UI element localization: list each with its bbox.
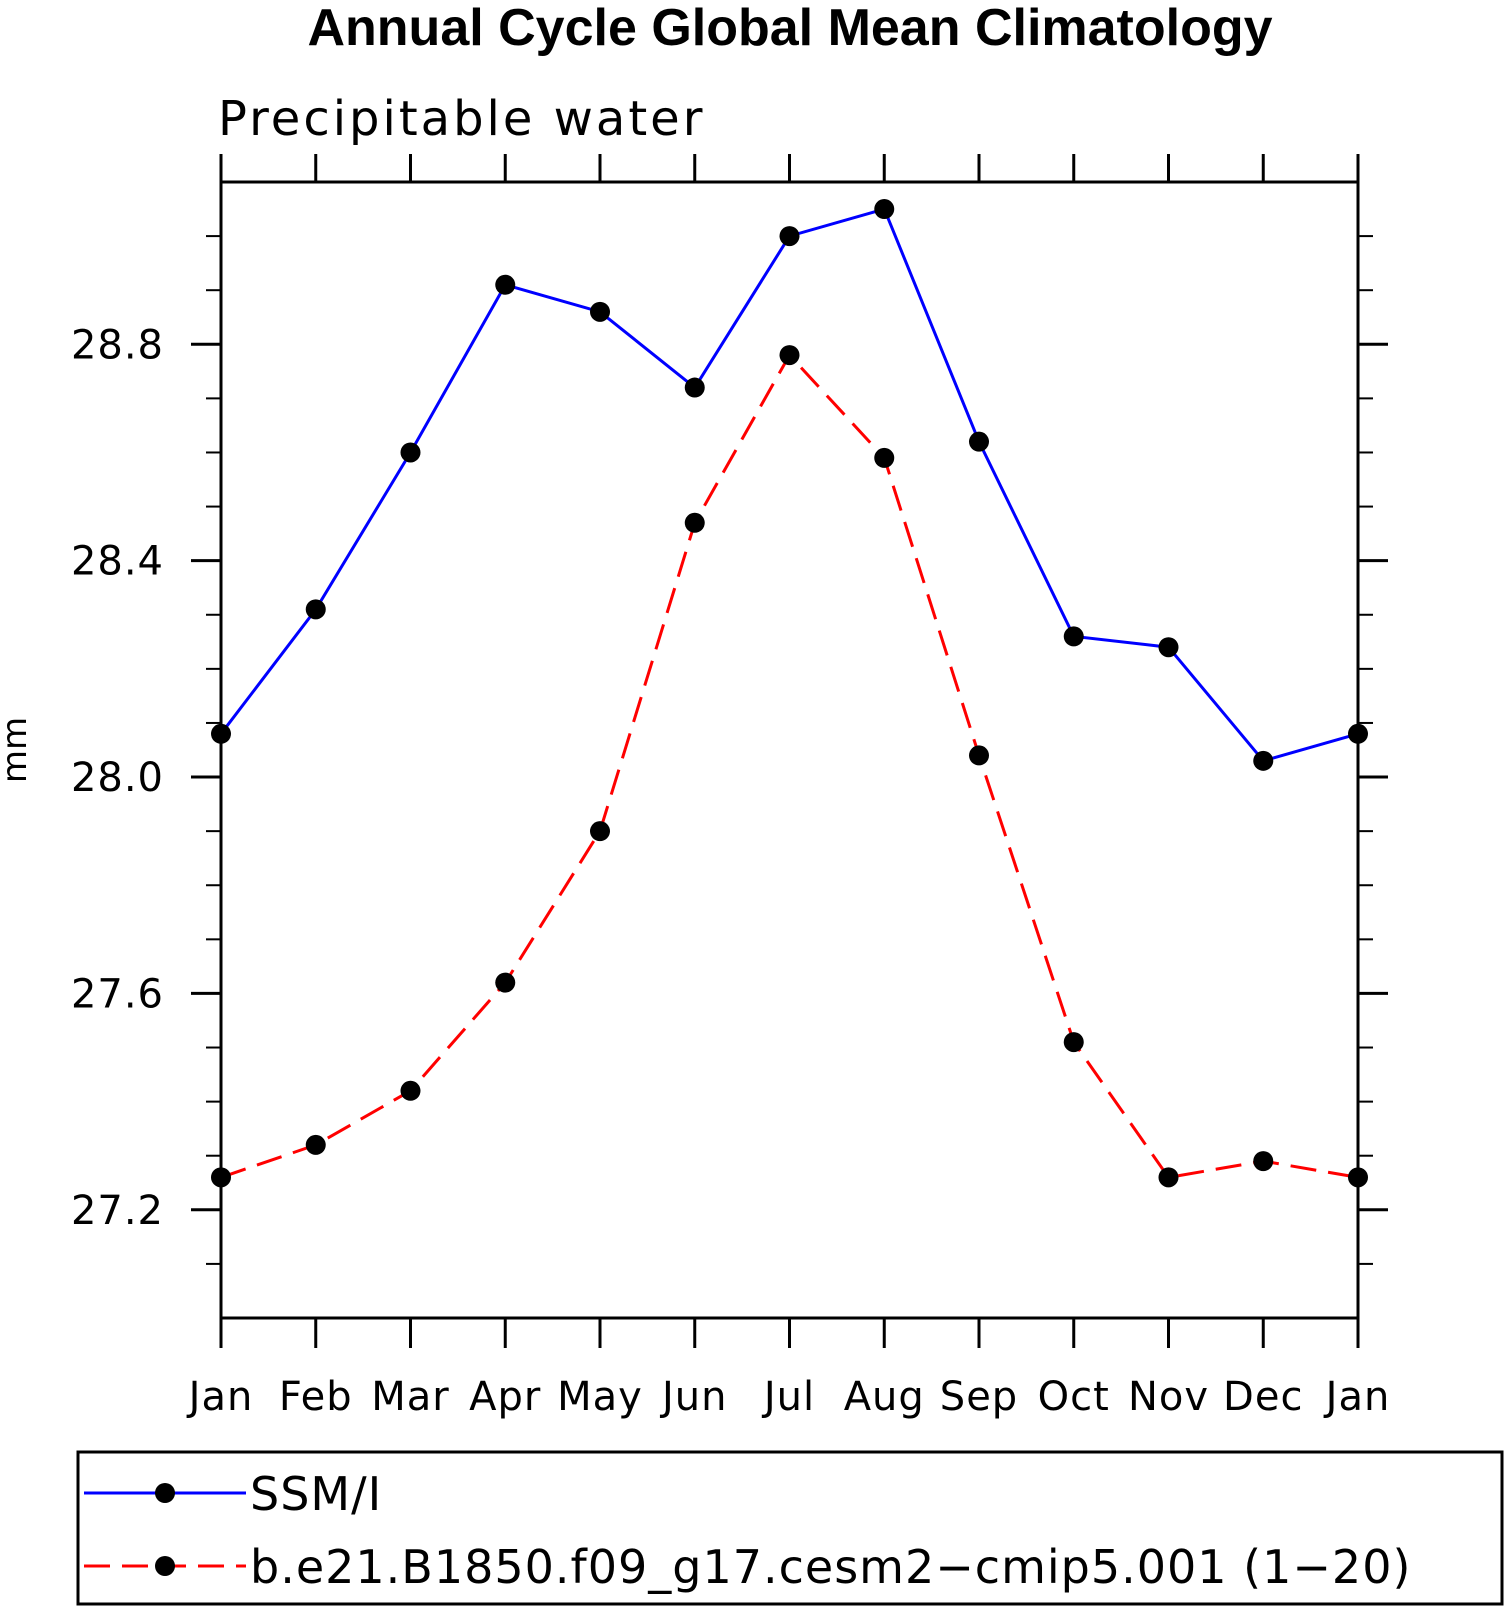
series-layer [211,199,1368,1188]
legend-box [76,1450,1504,1606]
y-tick-labels: 27.2 27.6 28.0 28.4 28.8 [71,322,164,1234]
series-0-point [495,274,516,295]
legend-entry-cesm2: b.e21.B1850.f09_g17.cesm2−cmip5.001 (1−2… [84,1540,1411,1594]
y-axis-label: mm [0,717,35,783]
series-1-point [590,821,610,842]
x-tick-label: Oct [1038,1374,1110,1420]
x-tick-label: Jun [659,1374,728,1420]
legend-marker-ssmi [155,1483,175,1503]
series-0-point [1253,750,1274,771]
legend-label-cesm2: b.e21.B1850.f09_g17.cesm2−cmip5.001 (1−2… [250,1540,1411,1594]
series-1-point [495,972,516,993]
x-tick-label: Jul [761,1374,815,1420]
series-1-point [1348,1167,1368,1188]
legend-entry-ssmi: SSM/I [84,1467,382,1521]
series-1-point [1063,1032,1084,1053]
x-tick-label: Feb [279,1374,353,1420]
x-tick-label: Mar [371,1374,449,1420]
chart-title: Annual Cycle Global Mean Climatology [307,0,1272,57]
y-tick-label: 28.0 [71,755,164,801]
series-0-point [874,199,895,220]
x-tick-label: Nov [1128,1374,1209,1420]
series-0-point [779,226,800,247]
series-0-point [1063,626,1084,647]
series-1-point [779,345,800,366]
x-tick-label: May [557,1374,643,1420]
axis-ticks [191,154,1388,1348]
series-0-point [684,377,705,398]
series-0-point [211,723,231,744]
series-1-point [305,1134,326,1155]
series-line-0 [219,207,1359,763]
legend-label-ssmi: SSM/I [250,1467,382,1521]
x-tick-label: Sep [940,1374,1018,1420]
series-1-point [874,447,895,468]
series-1-point [969,745,989,766]
x-tick-label: Dec [1223,1374,1303,1420]
series-0-point [1158,637,1179,658]
series-0-point [590,301,610,322]
series-1-point [1158,1167,1179,1188]
chart-subtitle: Precipitable water [218,91,705,147]
y-tick-label: 28.8 [71,322,164,368]
series-0-point [305,599,326,620]
series-0-point [1348,723,1368,744]
x-tick-label: Apr [469,1374,541,1420]
y-tick-label: 27.6 [71,971,164,1017]
x-tick-labels: Jan Feb Mar Apr May Jun Jul Aug Sep Oct Nov Dec Jan [186,1374,1391,1420]
series-1-point [684,512,705,533]
x-tick-label: Aug [844,1374,925,1420]
series-1-point [211,1167,231,1188]
series-0-point [969,431,989,452]
series-line-1 [220,352,1359,1180]
series-1-point [400,1080,421,1101]
legend-marker-cesm2 [155,1556,175,1576]
x-tick-label: Jan [186,1374,254,1420]
x-tick-label: Jan [1323,1374,1391,1420]
y-tick-label: 27.2 [71,1188,164,1234]
series-0-point [400,442,421,463]
y-tick-label: 28.4 [71,539,164,585]
series-1-point [1253,1151,1274,1172]
